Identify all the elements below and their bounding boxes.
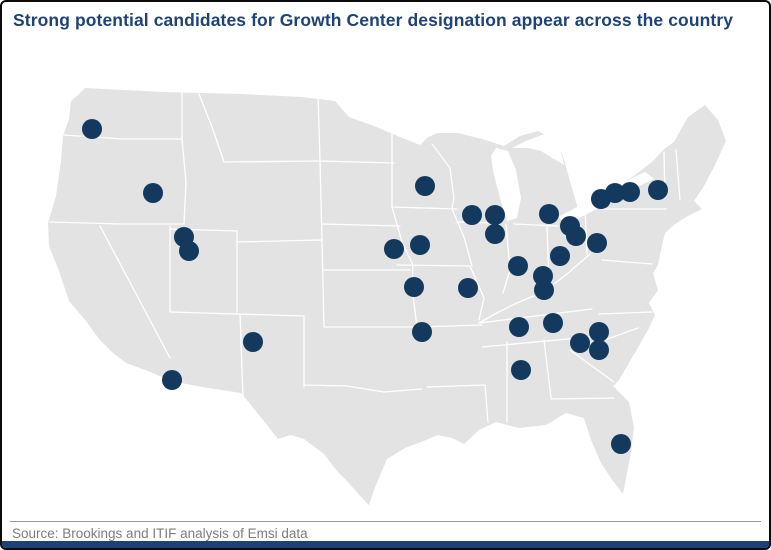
candidate-city-dot [179, 241, 199, 261]
state-border-line [181, 91, 187, 225]
great-lake-shape [491, 148, 521, 221]
candidate-city-dot [485, 205, 505, 225]
state-border-line [478, 308, 593, 324]
great-lake-shape [512, 133, 564, 165]
state-border-line [391, 206, 458, 210]
state-border-line [198, 93, 225, 163]
candidate-city-dot [458, 278, 478, 298]
state-border-line [321, 239, 325, 328]
state-border-line [239, 313, 244, 398]
state-border-line [99, 225, 171, 359]
great-lake-shape [347, 93, 499, 142]
state-border-line [223, 160, 321, 163]
candidate-city-dot [605, 183, 625, 203]
accent-bar [2, 541, 769, 548]
state-border-line [319, 160, 395, 164]
state-border-line [469, 265, 485, 321]
state-border-line [601, 259, 653, 265]
candidate-city-dot [162, 370, 182, 390]
candidate-city-dot [539, 204, 559, 224]
candidate-city-dot [384, 239, 404, 259]
candidate-city-dot [415, 176, 435, 196]
source-divider [10, 521, 761, 522]
state-border-line [321, 223, 401, 227]
state-border-line [396, 264, 471, 267]
state-border-line [426, 384, 486, 388]
state-border-line [319, 160, 323, 241]
candidate-city-dot [570, 333, 590, 353]
state-border-line [543, 339, 552, 399]
candidate-city-dot [611, 434, 631, 454]
candidate-city-dot [534, 280, 554, 300]
candidate-city-dot [589, 322, 609, 342]
candidate-city-dot [543, 313, 563, 333]
candidate-city-dot [508, 256, 528, 276]
us-land-silhouette [48, 88, 726, 505]
candidate-city-dot [589, 340, 609, 360]
state-border-line [236, 239, 323, 243]
candidate-city-dot [412, 322, 432, 342]
candidate-city-dot [566, 226, 586, 246]
candidate-city-dot [485, 224, 505, 244]
state-border-line [598, 311, 653, 315]
candidate-city-dot [82, 119, 102, 139]
state-border-line [484, 384, 489, 423]
state-border-line [431, 143, 455, 210]
source-text: Source: Brookings and ITIF analysis of E… [12, 526, 308, 541]
state-border-line [303, 384, 423, 393]
state-border-line [63, 134, 183, 140]
candidate-city-dot [243, 332, 263, 352]
state-border-line [513, 223, 559, 227]
candidate-city-dot [620, 182, 640, 202]
state-border-line [550, 397, 615, 400]
candidate-city-dot [462, 205, 482, 225]
candidate-city-dot [143, 183, 163, 203]
state-border-line [569, 349, 615, 383]
candidate-city-dot [410, 235, 430, 255]
candidate-city-dot [511, 360, 531, 380]
us-map-land-group [48, 88, 726, 505]
state-border-line [478, 253, 591, 324]
candidate-city-dot [550, 246, 570, 266]
state-border-line [675, 149, 681, 201]
candidate-city-dot [509, 317, 529, 337]
state-border-line [49, 221, 185, 225]
state-border-line [451, 208, 473, 267]
candidate-city-dot [648, 180, 668, 200]
state-border-line [317, 93, 321, 162]
state-border-line [169, 311, 305, 317]
figure-title: Strong potential candidates for Growth C… [13, 10, 734, 30]
candidate-city-dot [404, 277, 424, 297]
candidate-city-dot [587, 233, 607, 253]
